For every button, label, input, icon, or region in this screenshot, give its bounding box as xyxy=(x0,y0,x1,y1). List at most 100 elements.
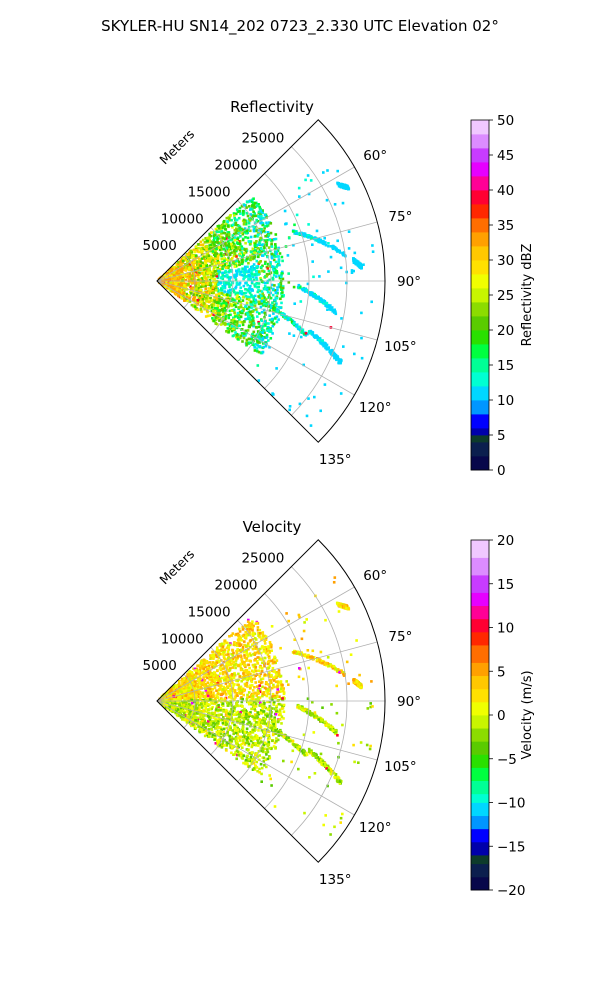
colorbar-band xyxy=(471,372,489,386)
colorbar-band xyxy=(471,358,489,372)
reflectivity-range-label: Meters xyxy=(156,126,197,167)
angle-tick-label: 120° xyxy=(359,820,392,836)
colorbar-band xyxy=(471,715,489,729)
reflectivity-colorbar-label: Reflectivity dBZ xyxy=(520,244,535,347)
colorbar-band xyxy=(471,575,489,593)
range-tick-label: 20000 xyxy=(215,158,258,174)
colorbar-band xyxy=(471,330,489,344)
angle-tick-label: 60° xyxy=(363,148,387,164)
angle-tick-label: 120° xyxy=(359,400,392,416)
colorbar-band xyxy=(471,803,489,817)
colorbar-tick-label: 0 xyxy=(497,463,506,479)
colorbar-band xyxy=(471,316,489,330)
colorbar-band xyxy=(471,274,489,288)
colorbar-band xyxy=(471,414,489,428)
colorbar-tick-label: −15 xyxy=(497,839,526,855)
colorbar-band xyxy=(471,877,489,891)
colorbar-band xyxy=(471,741,489,755)
angle-tick-label: 75° xyxy=(388,209,412,225)
colorbar-band xyxy=(471,781,489,795)
range-tick-label: 15000 xyxy=(188,184,231,200)
colorbar-band xyxy=(471,829,489,843)
colorbar-tick-label: 40 xyxy=(497,183,514,199)
colorbar-tick-label: −5 xyxy=(497,752,517,768)
colorbar-tick-label: 5 xyxy=(497,664,506,680)
colorbar-band xyxy=(471,794,489,803)
angle-tick-label: 90° xyxy=(397,274,421,290)
colorbar-tick-label: −20 xyxy=(497,883,526,899)
velocity-panel: Velocity Meters 5000 10000 15000 20000 25000… xyxy=(143,518,421,888)
range-tick-label: 10000 xyxy=(161,211,204,227)
colorbar-tick-label: 35 xyxy=(497,218,514,234)
colorbar-band xyxy=(471,676,489,690)
colorbar-band xyxy=(471,702,489,716)
colorbar-band xyxy=(471,663,489,677)
colorbar-tick-label: 30 xyxy=(497,253,514,269)
reflectivity-title: Reflectivity xyxy=(230,98,314,116)
range-tick-label: 10000 xyxy=(161,631,204,647)
colorbar-band xyxy=(471,302,489,316)
velocity-range-label: Meters xyxy=(156,546,197,587)
colorbar-band xyxy=(471,260,489,274)
colorbar-band xyxy=(471,246,489,260)
colorbar-band xyxy=(471,606,489,620)
colorbar-band xyxy=(471,558,489,576)
colorbar-band xyxy=(471,632,489,646)
colorbar-band xyxy=(471,728,489,742)
colorbar-band xyxy=(471,593,489,607)
velocity-colorbar-label: Velocity (m/s) xyxy=(520,670,535,759)
colorbar-band xyxy=(471,190,489,204)
colorbar-band xyxy=(471,204,489,218)
colorbar-tick-label: 10 xyxy=(497,393,514,409)
angle-tick-label: 135° xyxy=(319,872,352,888)
colorbar-tick-label: −10 xyxy=(497,796,526,812)
angle-tick-label: 60° xyxy=(363,568,387,584)
range-tick-label: 25000 xyxy=(241,551,284,567)
colorbar-band xyxy=(471,134,489,148)
colorbar-band xyxy=(471,386,489,400)
range-tick-label: 5000 xyxy=(143,658,177,674)
colorbar-tick-label: 20 xyxy=(497,533,514,549)
colorbar-band xyxy=(471,540,489,558)
colorbar-band xyxy=(471,645,489,663)
colorbar-band xyxy=(471,176,489,190)
range-tick-label: 25000 xyxy=(241,131,284,147)
colorbar-band xyxy=(471,689,489,703)
figure-title: SKYLER-HU SN14_202 0723_2.330 UTC Elevat… xyxy=(101,17,499,36)
colorbar-band xyxy=(471,855,489,864)
reflectivity-panel: Reflectivity Meters 5000 10000 15000 20000 2… xyxy=(143,98,421,468)
colorbar-tick-label: 45 xyxy=(497,148,514,164)
reflectivity-echo-layer xyxy=(158,169,375,427)
colorbar-tick-label: 50 xyxy=(497,113,514,129)
angle-tick-label: 135° xyxy=(319,452,352,468)
colorbar-band xyxy=(471,344,489,358)
colorbar-band xyxy=(471,162,489,176)
colorbar-band xyxy=(471,400,489,414)
angle-tick-label: 90° xyxy=(397,694,421,710)
range-tick-label: 15000 xyxy=(188,604,231,620)
colorbar-band xyxy=(471,120,489,134)
colorbar-band xyxy=(471,768,489,782)
colorbar-band xyxy=(471,435,489,442)
colorbar-tick-label: 10 xyxy=(497,621,514,637)
colorbar-band xyxy=(471,842,489,856)
colorbar-band xyxy=(471,148,489,162)
colorbar-tick-label: 15 xyxy=(497,577,514,593)
range-tick-label: 20000 xyxy=(215,578,258,594)
colorbar-tick-label: 15 xyxy=(497,358,514,374)
colorbar-band xyxy=(471,442,489,456)
range-tick-label: 5000 xyxy=(143,238,177,254)
angle-tick-label: 105° xyxy=(384,339,417,355)
colorbar-band xyxy=(471,218,489,232)
colorbar-band xyxy=(471,864,489,878)
colorbar-tick-label: 25 xyxy=(497,288,514,304)
colorbar-band xyxy=(471,288,489,302)
colorbar-band xyxy=(471,619,489,633)
velocity-title: Velocity xyxy=(243,518,302,536)
angle-tick-label: 75° xyxy=(388,629,412,645)
colorbar-tick-label: 5 xyxy=(497,428,506,444)
